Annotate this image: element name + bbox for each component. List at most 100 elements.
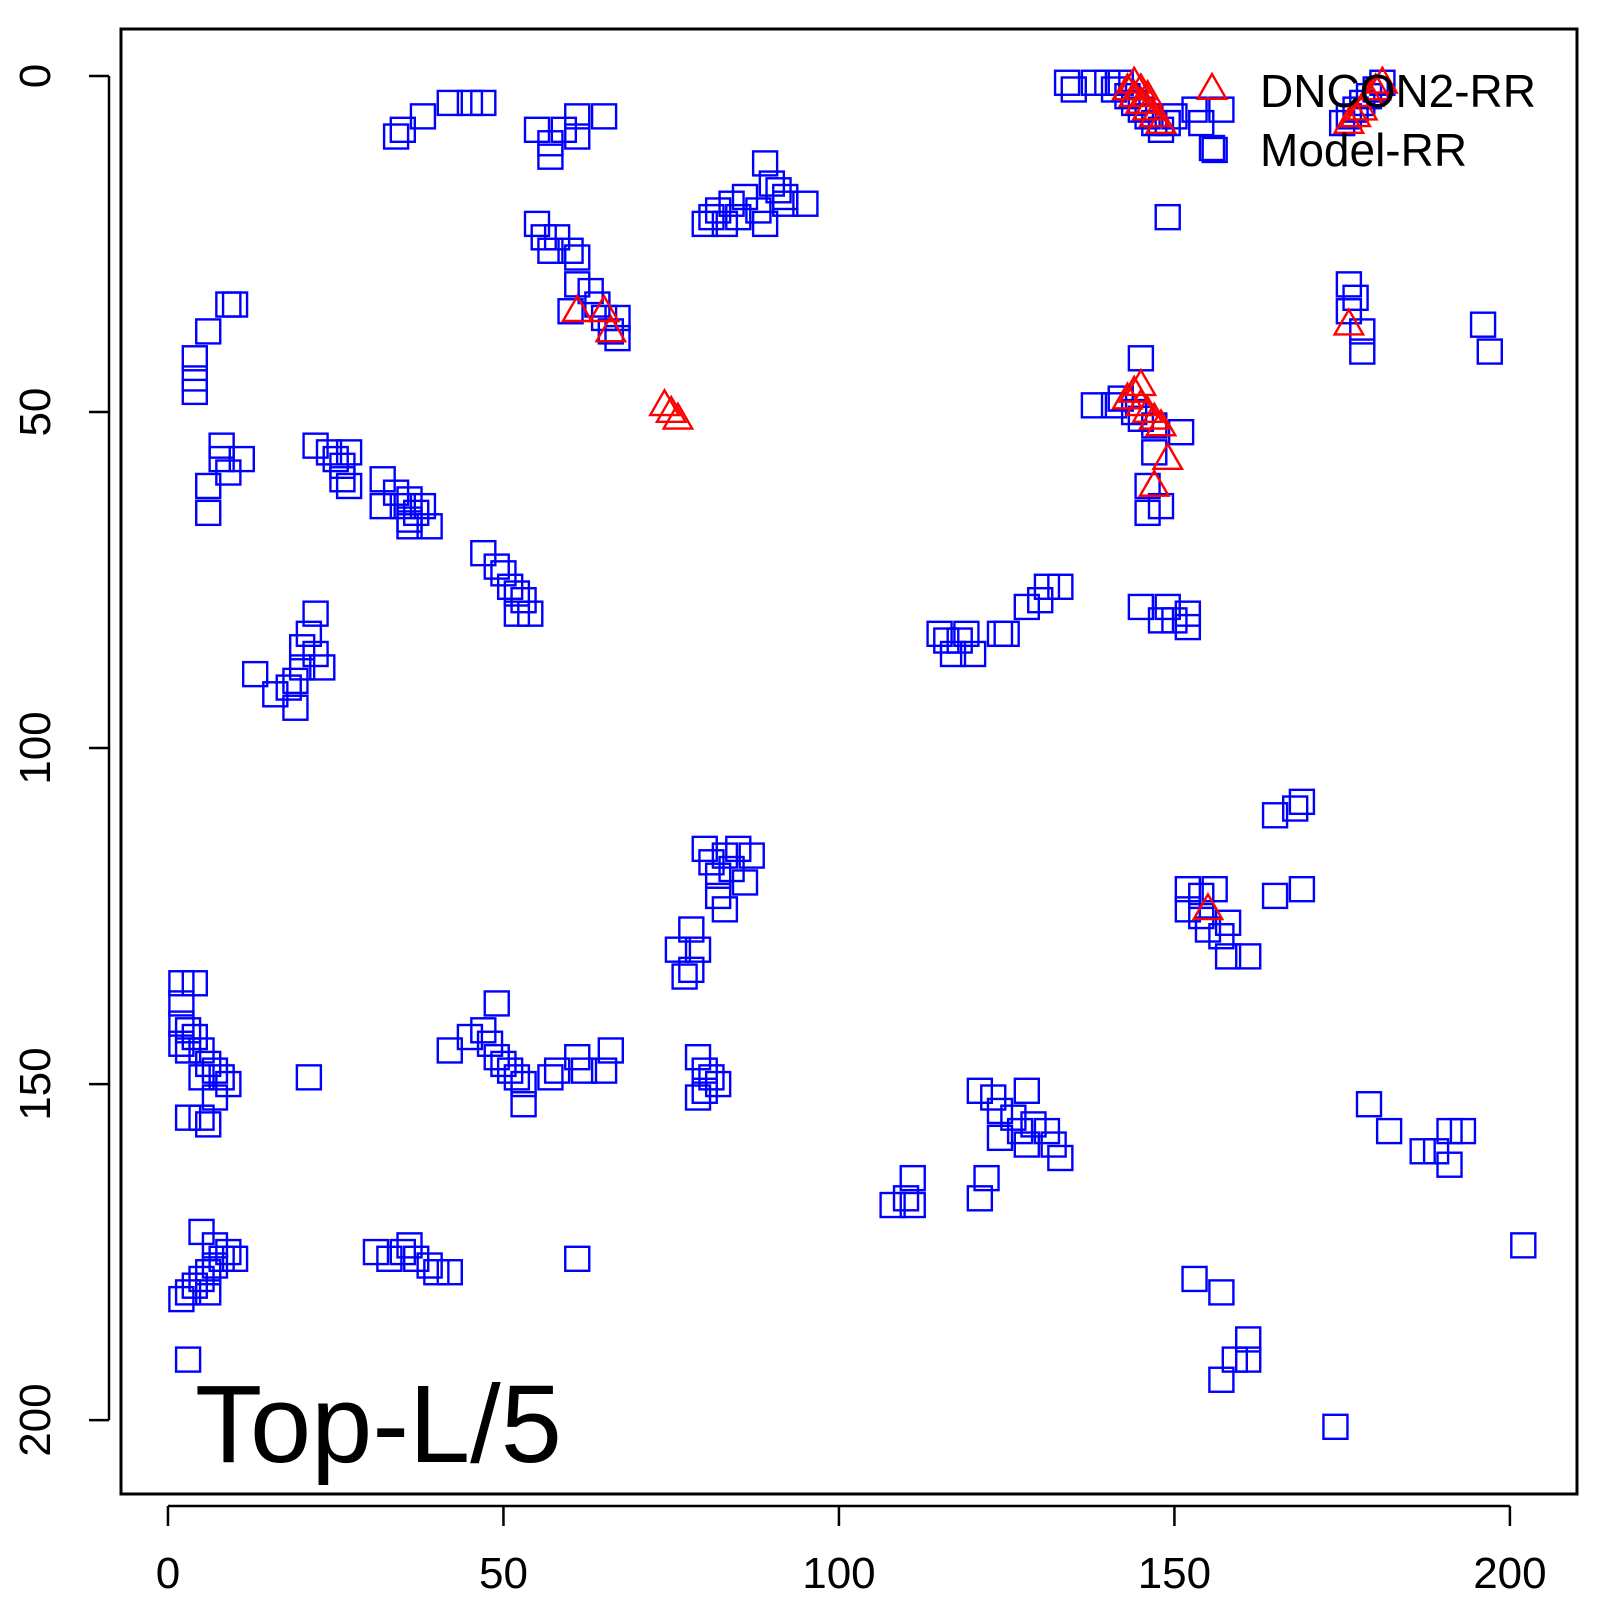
model-rr-point: [215, 1238, 242, 1266]
model-rr-point: [879, 1191, 906, 1219]
model-rr-point: [1006, 1117, 1034, 1145]
model-rr-point: [1328, 109, 1356, 137]
model-rr-point: [1167, 419, 1195, 446]
model-rr-point: [221, 1245, 249, 1272]
model-rr-point: [597, 318, 625, 345]
dncon2-rr-point: [1191, 891, 1225, 921]
model-rr-point: [389, 116, 417, 144]
model-rr-point: [1349, 318, 1376, 345]
model-rr-point: [195, 318, 222, 345]
model-rr-point: [1335, 298, 1363, 325]
model-rr-point: [590, 1057, 618, 1084]
model-rr-point: [1141, 439, 1168, 466]
model-rr-point: [1349, 338, 1376, 365]
model-rr-point: [1208, 1279, 1235, 1306]
model-rr-point: [181, 1272, 209, 1299]
model-rr-point: [1154, 109, 1181, 137]
model-rr-point: [188, 1037, 215, 1064]
model-rr-point: [590, 103, 618, 130]
model-rr-point: [1033, 1117, 1061, 1145]
model-rr-point: [456, 1023, 484, 1051]
model-rr-point: [966, 1185, 994, 1212]
model-rr-point: [288, 634, 316, 661]
model-rr-point: [1201, 875, 1228, 903]
model-rr-point: [577, 277, 604, 305]
model-rr-point: [691, 1057, 718, 1084]
model-rr-point: [1047, 573, 1074, 600]
model-rr-point: [1436, 1151, 1463, 1178]
model-rr-point: [1080, 392, 1108, 419]
model-rr-point: [718, 190, 745, 217]
model-rr-point: [704, 197, 732, 224]
y-tick-label: 150: [11, 1047, 60, 1120]
model-rr-point: [168, 1030, 195, 1057]
dncon2-rr-point: [1332, 307, 1366, 336]
model-rr-point: [597, 1037, 625, 1064]
model-rr-point: [678, 916, 705, 943]
model-rr-point: [986, 620, 1014, 648]
model-rr-point: [1147, 492, 1175, 520]
model-rr-point: [1436, 1117, 1463, 1145]
model-rr-point: [711, 896, 739, 923]
model-rr-point: [369, 466, 396, 493]
model-rr-point: [490, 560, 517, 587]
model-rr-point: [1235, 943, 1262, 970]
model-rr-point: [503, 1064, 531, 1091]
x-tick-label: 50: [479, 1549, 528, 1598]
dncon2-rr-point: [1117, 65, 1151, 94]
dncon2-rr-point: [661, 401, 695, 430]
dncon2-rr-point: [1359, 72, 1393, 101]
model-rr-point: [510, 1070, 537, 1098]
model-rr-point: [1127, 345, 1155, 372]
model-rr-point: [322, 445, 349, 473]
legend-square-icon: [1198, 134, 1226, 162]
model-rr-point: [409, 103, 437, 130]
model-rr-point: [711, 842, 739, 869]
model-rr-point: [698, 203, 725, 231]
model-rr-point: [208, 445, 235, 473]
model-rr-point: [933, 627, 960, 654]
model-rr-point: [483, 1043, 510, 1071]
model-rr-point: [1060, 76, 1087, 103]
model-rr-point: [751, 150, 779, 177]
model-rr-point: [1342, 284, 1369, 312]
model-rr-point: [496, 573, 524, 600]
model-rr-point: [201, 1252, 229, 1279]
model-rr-point: [201, 1057, 229, 1084]
model-rr-point: [718, 855, 745, 883]
model-rr-point: [751, 210, 779, 238]
model-rr-point: [382, 123, 410, 150]
model-rr-point: [1013, 1077, 1041, 1104]
model-rr-point: [1047, 1144, 1074, 1172]
model-rr-point: [1127, 593, 1155, 621]
model-rr-point: [792, 190, 819, 217]
model-rr-point: [765, 177, 792, 204]
model-rr-point: [1469, 311, 1497, 338]
model-rr-point: [302, 640, 329, 668]
model-rr-point: [389, 492, 417, 520]
model-rr-point: [503, 580, 531, 607]
model-rr-point: [731, 183, 759, 211]
model-rr-point: [1161, 607, 1188, 634]
model-rr-point: [698, 849, 725, 876]
model-rr-point: [1476, 338, 1503, 365]
dncon2-rr-point: [1124, 72, 1158, 101]
model-rr-point: [684, 1084, 712, 1111]
model-rr-point: [396, 486, 423, 513]
model-rr-point: [195, 1111, 222, 1138]
model-rr-point: [953, 620, 980, 648]
y-tick-label: 100: [11, 711, 60, 784]
model-rr-point: [1107, 385, 1134, 412]
model-rr-point: [725, 203, 752, 231]
model-rr-point: [1221, 1346, 1249, 1373]
model-rr-point: [1281, 795, 1309, 822]
model-rr-point: [1100, 76, 1128, 103]
model-rr-point: [1261, 802, 1289, 829]
model-rr-point: [758, 170, 786, 197]
model-rr-point: [416, 513, 443, 540]
model-rr-point: [684, 936, 712, 963]
model-rr-point: [1422, 1138, 1450, 1165]
model-rr-point: [335, 472, 363, 500]
model-rr-point: [1288, 875, 1316, 903]
model-rr-point: [1174, 875, 1202, 903]
